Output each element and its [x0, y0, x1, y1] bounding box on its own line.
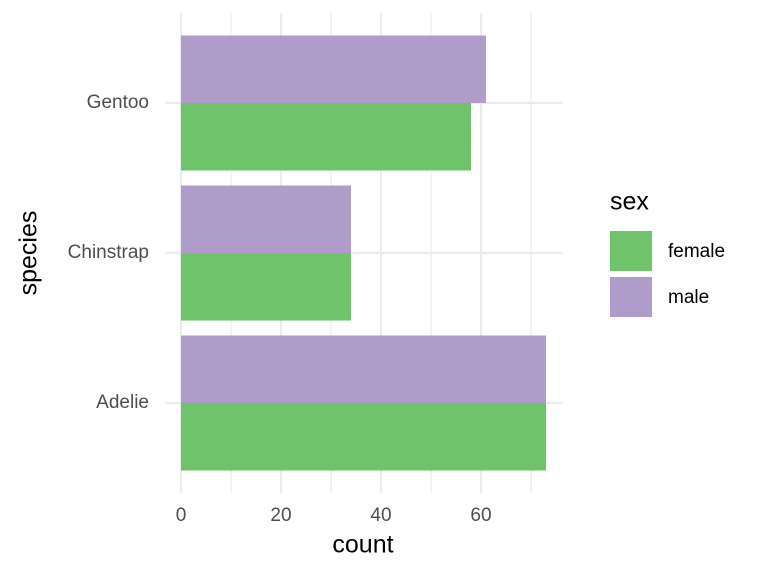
x-axis-title: count: [332, 531, 393, 559]
y-tick-label: Gentoo: [87, 92, 149, 113]
legend-label: female: [668, 241, 725, 262]
x-tick-label: 0: [176, 505, 187, 526]
legend-label: male: [668, 287, 709, 308]
x-tick-label: 20: [270, 505, 291, 526]
bar: [181, 403, 546, 471]
legend-key: [610, 231, 652, 271]
x-tick-label: 60: [470, 505, 491, 526]
x-tick-label: 40: [370, 505, 391, 526]
bar: [181, 185, 351, 253]
bar: [181, 103, 471, 171]
bar: [181, 335, 546, 403]
y-tick-label: Adelie: [96, 392, 149, 413]
y-tick-label: Chinstrap: [68, 242, 149, 263]
legend-title: sex: [610, 188, 649, 216]
y-axis-title: species: [15, 211, 43, 296]
bar: [181, 35, 486, 103]
legend-key: [610, 277, 652, 317]
bar: [181, 253, 351, 321]
